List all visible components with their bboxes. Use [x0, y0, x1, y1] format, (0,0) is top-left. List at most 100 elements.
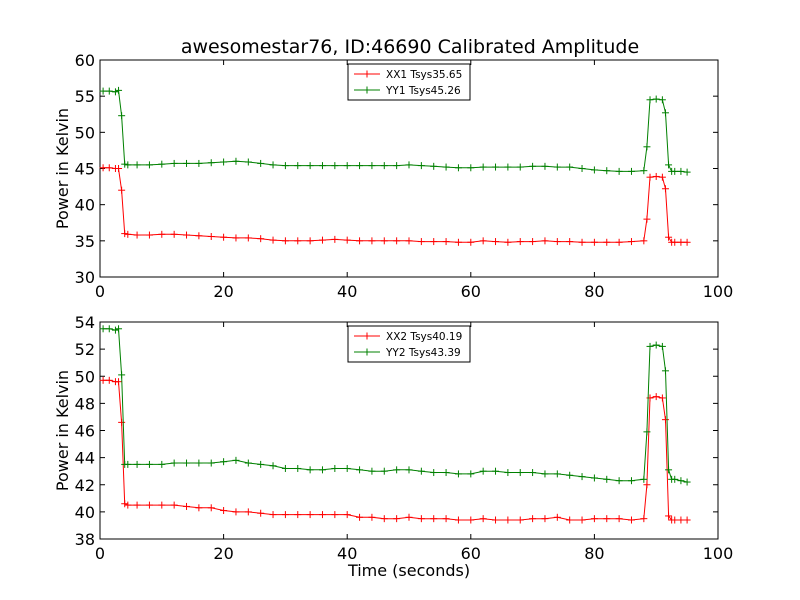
y-tick-label: 30: [75, 268, 95, 287]
data-point: [677, 477, 685, 485]
data-point: [643, 428, 651, 436]
data-point: [183, 159, 191, 167]
legend: XX2 Tsys40.19 YY2 Tsys43.39: [347, 325, 471, 363]
data-point: [541, 237, 549, 245]
legend-label: YY2 Tsys43.39: [385, 347, 461, 359]
data-point: [467, 470, 475, 478]
data-point: [442, 469, 450, 477]
data-point: [467, 164, 475, 172]
data-point: [430, 515, 438, 523]
data-point: [603, 475, 611, 483]
data-point: [133, 501, 141, 509]
data-point: [220, 458, 228, 466]
data-point: [356, 237, 364, 245]
data-point: [665, 161, 673, 169]
data-point: [232, 157, 240, 165]
data-point: [578, 473, 586, 481]
data-point: [115, 325, 123, 333]
series-2: [99, 86, 691, 176]
data-point: [640, 167, 648, 175]
data-point: [343, 236, 351, 244]
data-point: [671, 238, 679, 246]
data-point: [504, 163, 512, 171]
data-point: [615, 238, 623, 246]
data-point: [331, 464, 339, 472]
data-point: [220, 233, 228, 241]
data-point: [105, 87, 113, 95]
figure-title: awesomestar76, ID:46690 Calibrated Ampli…: [181, 36, 639, 58]
data-point: [257, 235, 265, 243]
data-point: [118, 186, 126, 194]
data-point: [294, 237, 302, 245]
data-point: [99, 376, 107, 384]
data-point: [393, 515, 401, 523]
data-point: [145, 460, 153, 468]
data-point: [652, 95, 660, 103]
data-point: [111, 326, 119, 334]
data-point: [646, 342, 654, 350]
data-point: [405, 161, 413, 169]
data-point: [207, 459, 215, 467]
data-point: [269, 236, 277, 244]
y-tick-label: 60: [75, 51, 95, 70]
data-point: [529, 238, 537, 246]
data-point: [318, 162, 326, 170]
data-point: [603, 515, 611, 523]
data-point: [306, 162, 314, 170]
data-point: [417, 515, 425, 523]
data-point: [417, 467, 425, 475]
legend-box: [347, 325, 471, 363]
data-point: [281, 464, 289, 472]
data-point: [183, 231, 191, 239]
data-point: [244, 459, 252, 467]
data-point: [683, 168, 691, 176]
data-point: [356, 513, 364, 521]
data-point: [504, 238, 512, 246]
x-tick-label: 60: [461, 544, 481, 563]
data-point: [643, 481, 651, 489]
data-point: [121, 160, 129, 168]
y-tick-label: 52: [75, 340, 95, 359]
data-point: [220, 158, 228, 166]
data-point: [145, 501, 153, 509]
data-point: [683, 478, 691, 486]
y-tick-label: 42: [75, 476, 95, 495]
y-tick-label: 48: [75, 394, 95, 413]
data-point: [661, 367, 669, 375]
data-point: [318, 236, 326, 244]
data-point: [356, 162, 364, 170]
x-tick-label: 80: [584, 282, 604, 301]
data-point: [492, 163, 500, 171]
legend-entry: XX2 Tsys40.19: [354, 331, 462, 343]
data-point: [380, 162, 388, 170]
data-point: [368, 513, 376, 521]
data-point: [257, 159, 265, 167]
data-point: [405, 513, 413, 521]
data-point: [232, 456, 240, 464]
data-point: [516, 163, 524, 171]
data-point: [393, 237, 401, 245]
data-point: [244, 234, 252, 242]
data-point: [183, 502, 191, 510]
data-point: [343, 464, 351, 472]
data-point: [665, 512, 673, 520]
legend: XX1 Tsys35.65 YY1 Tsys45.26: [347, 63, 471, 101]
data-point: [281, 511, 289, 519]
data-point: [124, 501, 132, 509]
data-point: [541, 515, 549, 523]
data-point: [380, 237, 388, 245]
data-point: [615, 167, 623, 175]
data-point: [281, 237, 289, 245]
y-axis-label: Power in Kelvin: [53, 108, 72, 229]
data-point: [627, 167, 635, 175]
data-point: [652, 341, 660, 349]
data-point: [541, 162, 549, 170]
data-point: [195, 459, 203, 467]
series-1: [99, 164, 691, 246]
data-point: [541, 470, 549, 478]
data-point: [492, 238, 500, 246]
data-point: [121, 500, 129, 508]
data-point: [294, 511, 302, 519]
data-point: [170, 459, 178, 467]
